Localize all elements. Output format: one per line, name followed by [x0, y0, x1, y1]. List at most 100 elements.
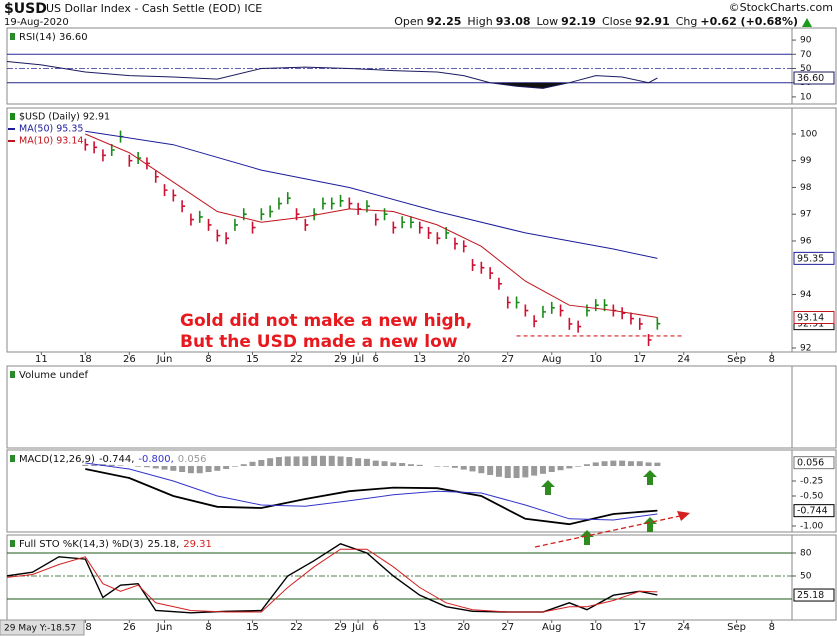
x-tick-label: Sep: [727, 622, 746, 633]
value-box-label: 93.14: [797, 312, 824, 323]
histogram-bar: [531, 466, 538, 476]
price-bar: [498, 277, 502, 290]
histogram-bar: [654, 462, 661, 467]
histogram-bar: [143, 466, 150, 468]
instrument-name: US Dollar Index - Cash Settle (EOD) ICE: [46, 2, 262, 15]
x-tick-label: 15: [246, 354, 259, 365]
value-box: [793, 504, 835, 518]
y-tick-label: 50: [800, 572, 812, 582]
legend-icon: [10, 113, 15, 120]
histogram-bar: [267, 458, 274, 467]
value-box: [793, 71, 835, 85]
histogram-bar: [416, 464, 423, 467]
price-bar: [128, 154, 133, 167]
price-bar: [330, 197, 335, 210]
line-series: [85, 133, 658, 318]
price-bar: [163, 184, 168, 197]
x-tick-label: 26: [123, 622, 136, 633]
y-tick-label: 96: [800, 236, 812, 246]
x-tick-label: 27: [501, 354, 514, 365]
price-bar: [559, 304, 564, 317]
price-bar: [374, 213, 379, 226]
axis-strip: [791, 365, 837, 449]
price-bar: [410, 216, 414, 229]
price-bar: [515, 296, 520, 309]
value-box: [793, 251, 835, 265]
histogram-bar: [575, 466, 582, 467]
quote-label: Low: [537, 15, 559, 28]
x-tick-label: Sep: [727, 354, 746, 365]
histogram-bar: [495, 466, 502, 477]
histogram-bar: [135, 466, 142, 467]
histogram-bar: [346, 457, 353, 467]
histogram-bar: [627, 461, 634, 467]
y-tick-label: 10: [800, 92, 812, 102]
y-tick-label: -0.25: [800, 477, 823, 487]
histogram-bar: [249, 461, 256, 467]
price-bar: [656, 317, 661, 330]
price-bar: [542, 305, 546, 318]
x-tick-label: Jun: [156, 622, 173, 633]
price-bar: [313, 208, 318, 221]
legend-entry: -0.800,: [138, 454, 173, 465]
quote-value: +0.62 (+0.68%): [700, 15, 798, 28]
quote-label: Chg: [676, 15, 698, 28]
histogram-bar: [504, 466, 511, 479]
price-bar: [638, 317, 643, 330]
cursor-box: [0, 619, 85, 636]
price-bar: [110, 144, 115, 157]
price-bar: [506, 296, 511, 309]
green-arrow: [643, 470, 657, 485]
value-box-label: 36.60: [797, 73, 824, 84]
red-arrowhead: [677, 511, 690, 521]
x-tick-label: 11: [35, 354, 48, 365]
price-bar: [102, 149, 106, 162]
legend-entry: 25.18,: [147, 539, 179, 550]
price-bar: [480, 261, 485, 274]
histogram-bar: [381, 461, 388, 467]
histogram-bar: [460, 466, 467, 470]
price-bar: [286, 192, 291, 205]
price-bar: [462, 240, 467, 253]
histogram-bar: [319, 455, 326, 467]
histogram-bar: [108, 464, 115, 467]
x-tick-label: Jun: [156, 354, 173, 365]
line-series: [7, 543, 658, 614]
histogram-bar: [487, 466, 494, 476]
up-arrow: [802, 18, 812, 27]
symbol: $USD: [4, 1, 47, 17]
price-bar: [216, 229, 221, 242]
price-bar: [260, 208, 265, 221]
histogram-bar: [196, 466, 203, 474]
x-tick-label: 18: [79, 622, 92, 633]
histogram-bar: [161, 466, 168, 470]
legend-entry: 0.056: [178, 454, 207, 465]
histogram-bar: [187, 466, 194, 474]
quote-label: Open: [394, 15, 423, 28]
histogram-bar: [451, 466, 458, 468]
histogram-bar: [434, 466, 441, 467]
x-tick-label: 8: [769, 622, 775, 633]
x-tick-label: 22: [290, 354, 303, 365]
panel-title-text: Volume undef: [19, 370, 89, 381]
histogram-bar: [592, 462, 599, 467]
x-tick-label: Aug: [542, 622, 562, 633]
y-tick-label: 70: [800, 50, 812, 60]
price-bar: [172, 189, 177, 202]
price-bar: [401, 216, 406, 229]
x-tick-label: Jul: [351, 622, 364, 633]
histogram-bar: [601, 461, 608, 467]
x-tick-label: 10: [589, 354, 602, 365]
price-bar: [550, 301, 555, 314]
quote-value: 92.25: [427, 15, 462, 28]
histogram-bar: [311, 455, 318, 467]
line-series: [85, 468, 658, 526]
y-tick-label: 92: [800, 343, 811, 353]
histogram-bar: [557, 466, 564, 471]
price-bar: [630, 312, 634, 325]
x-tick-label: 15: [246, 622, 259, 633]
quote-value: 92.91: [635, 15, 670, 28]
plot: [82, 455, 661, 526]
histogram-bar: [302, 456, 309, 467]
histogram-bar: [205, 466, 212, 473]
